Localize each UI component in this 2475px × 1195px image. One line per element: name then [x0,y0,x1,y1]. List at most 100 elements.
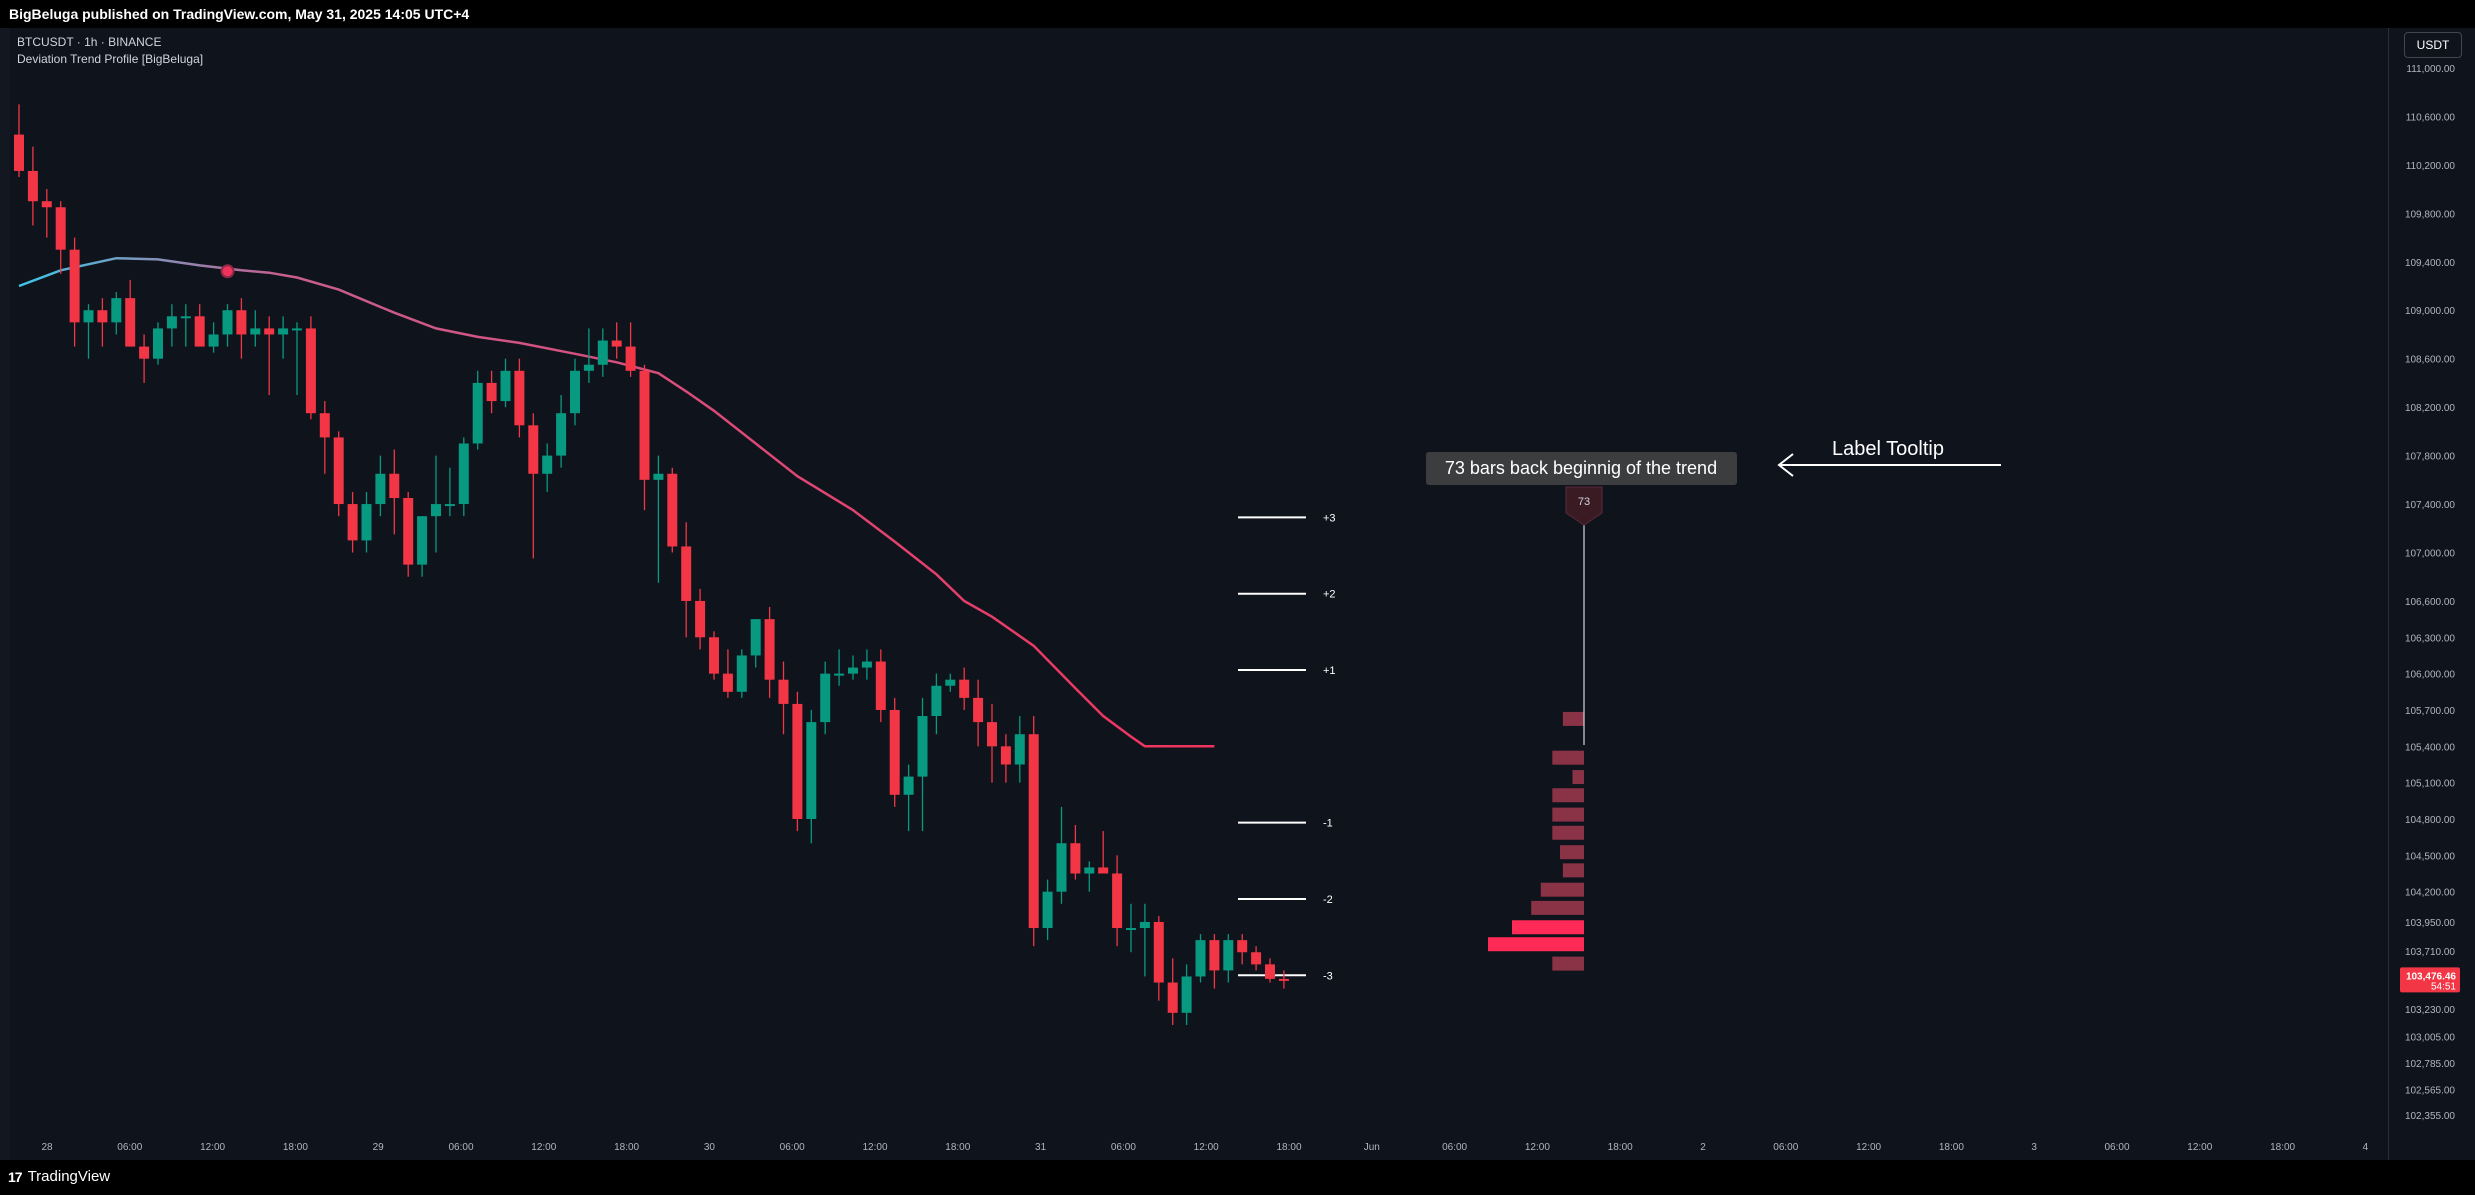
price-tick-label: 102,355.00 [2405,1111,2455,1122]
candle-body [973,697,984,723]
candle-body [431,504,441,517]
time-tick-label: 18:00 [2270,1142,2295,1153]
deviation-levels: +3 +2 +1 -1 -2 -3 [1238,512,1336,982]
candle-body [250,328,261,335]
candle-body [889,709,900,795]
profile-bar [1552,788,1584,803]
price-tick-label: 102,785.00 [2405,1059,2455,1070]
candles [14,104,1289,1025]
price-tick-label: 108,200.00 [2405,403,2455,414]
time-tick-label: Jun [1364,1142,1380,1153]
candle-body [722,673,733,692]
candle-body [486,382,497,402]
deviation-label: -3 [1323,970,1333,982]
price-tick-label: 107,000.00 [2405,549,2455,560]
trend-line-path [18,256,1215,748]
candle-body [27,170,38,202]
candle-body [764,619,775,680]
candle-body [41,201,52,208]
candle-body [278,328,289,335]
profile-bar [1552,825,1584,840]
candle-body [750,619,761,656]
candle-body [375,473,386,505]
price-tick-label: 103,950.00 [2405,918,2455,929]
symbol-line[interactable]: BTCUSDT · 1h · BINANCE [17,35,162,49]
candle-body [917,716,928,777]
candle-body [14,134,24,171]
candle-body [1153,921,1164,983]
candle-body [97,310,108,323]
tooltip-box [1426,452,1737,485]
candle-body [500,370,511,402]
time-tick-label: 06:00 [1111,1142,1136,1153]
candle-body [709,637,719,674]
price-tick-label: 104,500.00 [2405,851,2455,862]
candle-body [820,673,831,723]
candle-body [389,473,400,498]
profile-bar [1562,711,1584,726]
trend-line [18,256,1215,748]
candle-body [1028,734,1039,929]
candle-body [875,661,886,710]
candle-body [1181,976,1192,1013]
candle-body [1167,982,1178,1013]
time-tick-label: 06:00 [117,1142,142,1153]
candle-body [139,346,150,359]
candle-body [83,310,94,323]
candle-body [1084,867,1095,874]
published-header: BigBeluga published on TradingView.com, … [0,0,2475,28]
candle-body [180,316,191,319]
candle-body [848,667,858,674]
brand-label: TradingView [27,1168,111,1185]
price-tick-label: 106,600.00 [2405,597,2455,608]
candle-body [333,437,344,505]
price-tick-label: 105,100.00 [2405,779,2455,790]
indicator-line[interactable]: Deviation Trend Profile [BigBeluga] [17,52,204,66]
price-tick-label: 107,400.00 [2405,500,2455,511]
price-tick-label: 104,200.00 [2405,888,2455,899]
time-tick-label: 18:00 [1608,1142,1633,1153]
last-price-label: 103,476.46 [2406,971,2456,982]
price-tick-label: 110,200.00 [2406,161,2456,172]
candle-body [1112,873,1123,929]
price-tick-label: 109,800.00 [2405,209,2455,220]
candle-body [444,504,455,507]
profile-bar [1531,900,1584,915]
price-tick-label: 103,230.00 [2405,1005,2455,1016]
candle-body [1139,921,1150,929]
trend-start-marker [220,264,235,279]
candle-body [987,722,997,747]
profile-bar [1562,863,1584,878]
price-tick-label: 108,600.00 [2405,355,2455,366]
candle-body [1278,978,1289,981]
profile-bar [1552,807,1584,822]
time-tick-label: 18:00 [945,1142,970,1153]
time-tick-label: 2 [1700,1142,1706,1153]
candle-body [514,370,525,426]
volume-profile [1488,711,1584,971]
candle-body [69,249,80,323]
arrow-label: Label Tooltip [1832,438,1944,460]
candle-body [347,504,358,541]
candle-body [861,661,872,668]
deviation-label: +2 [1323,589,1336,601]
candle-body [55,207,66,250]
time-tick-label: 06:00 [2104,1142,2129,1153]
candle-body [305,328,316,414]
price-tick-label: 105,700.00 [2405,706,2455,717]
time-tick-label: 12:00 [200,1142,225,1153]
candle-body [458,443,469,505]
candle-body [778,679,789,704]
candle-body [583,364,594,371]
time-tick-label: 12:00 [531,1142,556,1153]
profile-bar [1572,770,1584,785]
time-tick-label: 12:00 [1856,1142,1881,1153]
deviation-label: -1 [1323,818,1333,830]
last-price-badge [2400,967,2460,993]
price-tick-label: 109,400.00 [2405,258,2455,269]
price-ticks: 111,000.00 110,600.00 110,200.00 109,800.00… [2400,64,2460,1122]
tradingview-brand[interactable]: 17 TradingView [8,1168,110,1185]
deviation-label: +1 [1323,665,1336,677]
currency-button[interactable]: USDT [2404,32,2462,58]
